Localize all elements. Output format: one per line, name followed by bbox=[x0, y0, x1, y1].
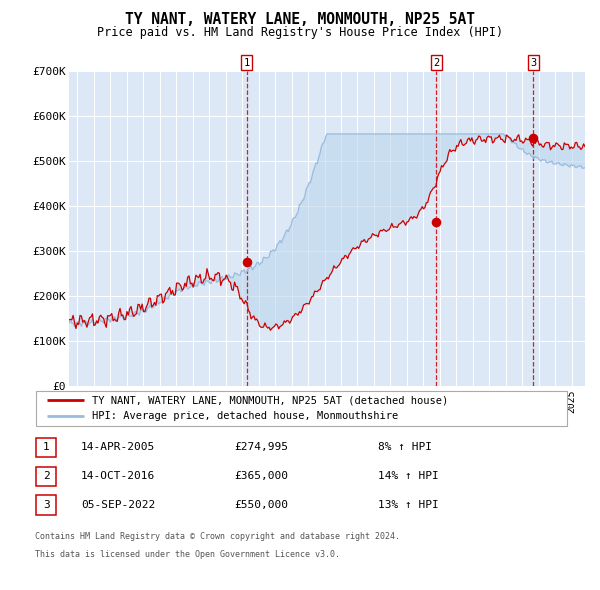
Text: £550,000: £550,000 bbox=[234, 500, 288, 510]
Text: 2: 2 bbox=[43, 471, 50, 481]
Text: Price paid vs. HM Land Registry's House Price Index (HPI): Price paid vs. HM Land Registry's House … bbox=[97, 26, 503, 39]
Text: HPI: Average price, detached house, Monmouthshire: HPI: Average price, detached house, Monm… bbox=[92, 411, 398, 421]
FancyBboxPatch shape bbox=[36, 496, 56, 514]
Text: £365,000: £365,000 bbox=[234, 471, 288, 481]
Text: 13% ↑ HPI: 13% ↑ HPI bbox=[378, 500, 439, 510]
Point bbox=[431, 217, 441, 227]
FancyBboxPatch shape bbox=[36, 391, 567, 426]
FancyBboxPatch shape bbox=[36, 467, 56, 486]
Text: 14-OCT-2016: 14-OCT-2016 bbox=[81, 471, 155, 481]
Text: £274,995: £274,995 bbox=[234, 442, 288, 452]
FancyBboxPatch shape bbox=[36, 438, 56, 457]
Point bbox=[242, 258, 251, 267]
Point bbox=[529, 134, 538, 143]
Text: 1: 1 bbox=[43, 442, 50, 452]
Text: Contains HM Land Registry data © Crown copyright and database right 2024.: Contains HM Land Registry data © Crown c… bbox=[35, 532, 400, 541]
Text: TY NANT, WATERY LANE, MONMOUTH, NP25 5AT: TY NANT, WATERY LANE, MONMOUTH, NP25 5AT bbox=[125, 12, 475, 27]
Text: 3: 3 bbox=[530, 58, 536, 68]
Text: 14-APR-2005: 14-APR-2005 bbox=[81, 442, 155, 452]
Text: 8% ↑ HPI: 8% ↑ HPI bbox=[378, 442, 432, 452]
Text: TY NANT, WATERY LANE, MONMOUTH, NP25 5AT (detached house): TY NANT, WATERY LANE, MONMOUTH, NP25 5AT… bbox=[92, 395, 448, 405]
Text: 05-SEP-2022: 05-SEP-2022 bbox=[81, 500, 155, 510]
Text: This data is licensed under the Open Government Licence v3.0.: This data is licensed under the Open Gov… bbox=[35, 550, 340, 559]
Text: 1: 1 bbox=[244, 58, 250, 68]
Text: 14% ↑ HPI: 14% ↑ HPI bbox=[378, 471, 439, 481]
Text: 2: 2 bbox=[433, 58, 439, 68]
Text: 3: 3 bbox=[43, 500, 50, 510]
